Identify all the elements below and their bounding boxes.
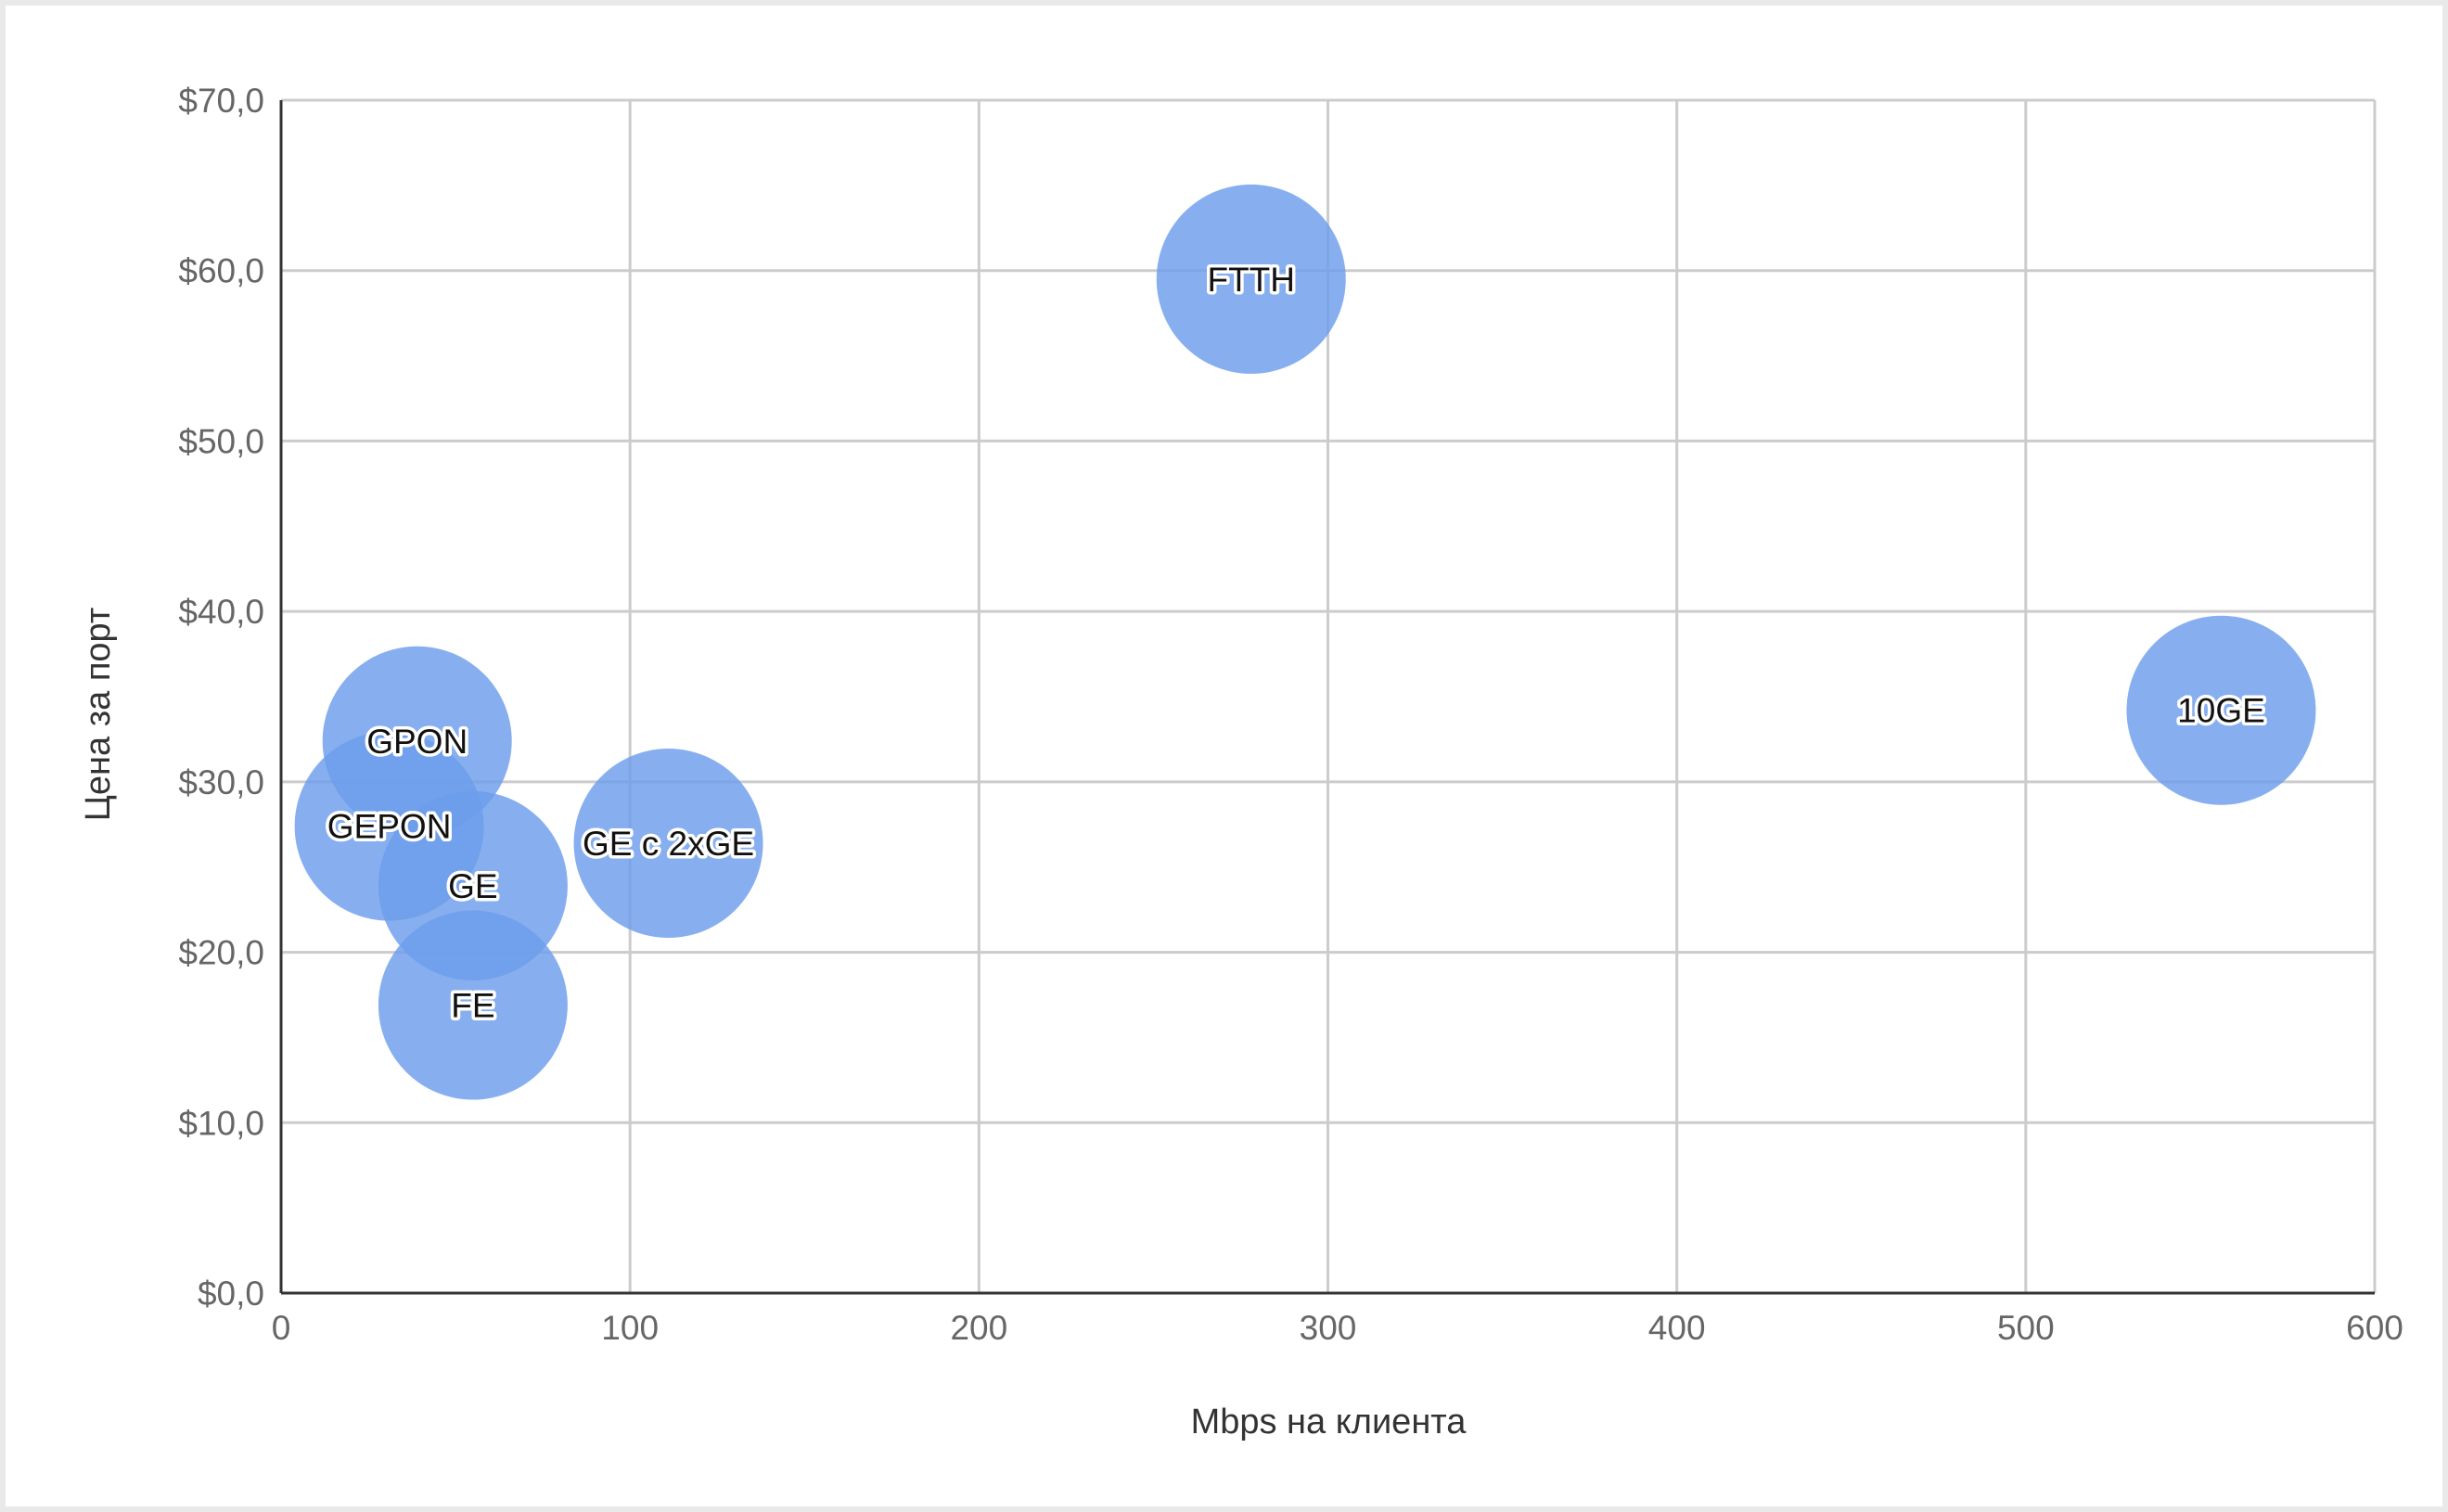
bubble-label: GPON <box>366 723 468 761</box>
y-tick-label: $50,0 <box>178 422 264 460</box>
y-axis-title: Цена за порт <box>79 608 118 821</box>
bubbles <box>294 184 2316 1100</box>
bubble-label: GEPON <box>327 808 452 846</box>
axes: $0,0 $10,0 $20,0 $30,0 $40,0 $50,0 $60,0 $70,0 0… <box>178 82 2403 1347</box>
x-tick-label: 300 <box>1300 1309 1357 1347</box>
y-tick-label: $10,0 <box>178 1104 264 1142</box>
bubble-ftth[interactable] <box>1156 184 1346 374</box>
x-axis-title: Mbps на клиента <box>1191 1403 1468 1442</box>
x-tick-label: 200 <box>950 1309 1007 1347</box>
y-tick-label: $40,0 <box>178 593 264 631</box>
x-tick-label: 100 <box>601 1309 659 1347</box>
y-tick-label: $70,0 <box>178 82 264 120</box>
x-tick-label: 0 <box>272 1309 291 1347</box>
bubble-label: GE <box>448 867 497 905</box>
bubble-label: 10GE <box>2177 692 2265 730</box>
y-tick-label: $20,0 <box>178 934 264 972</box>
x-tick-label: 500 <box>1997 1309 2055 1347</box>
y-tick-label: $60,0 <box>178 252 264 290</box>
bubble-fe[interactable] <box>378 910 568 1100</box>
bubble-10ge[interactable] <box>2126 615 2316 805</box>
y-tick-label: $0,0 <box>198 1275 264 1313</box>
bubble-labels: FTTH 10GE GPON GEPON GE c 2xGE GE FE <box>324 257 2268 1028</box>
bubble-ge-c-2xge[interactable] <box>573 748 763 938</box>
bubble-label: FE <box>451 987 494 1025</box>
bubble-label: FTTH <box>1207 261 1295 299</box>
x-tick-label: 600 <box>2346 1309 2403 1347</box>
x-tick-label: 400 <box>1648 1309 1706 1347</box>
bubble-label: GE c 2xGE <box>583 825 754 863</box>
y-tick-label: $30,0 <box>178 763 264 801</box>
